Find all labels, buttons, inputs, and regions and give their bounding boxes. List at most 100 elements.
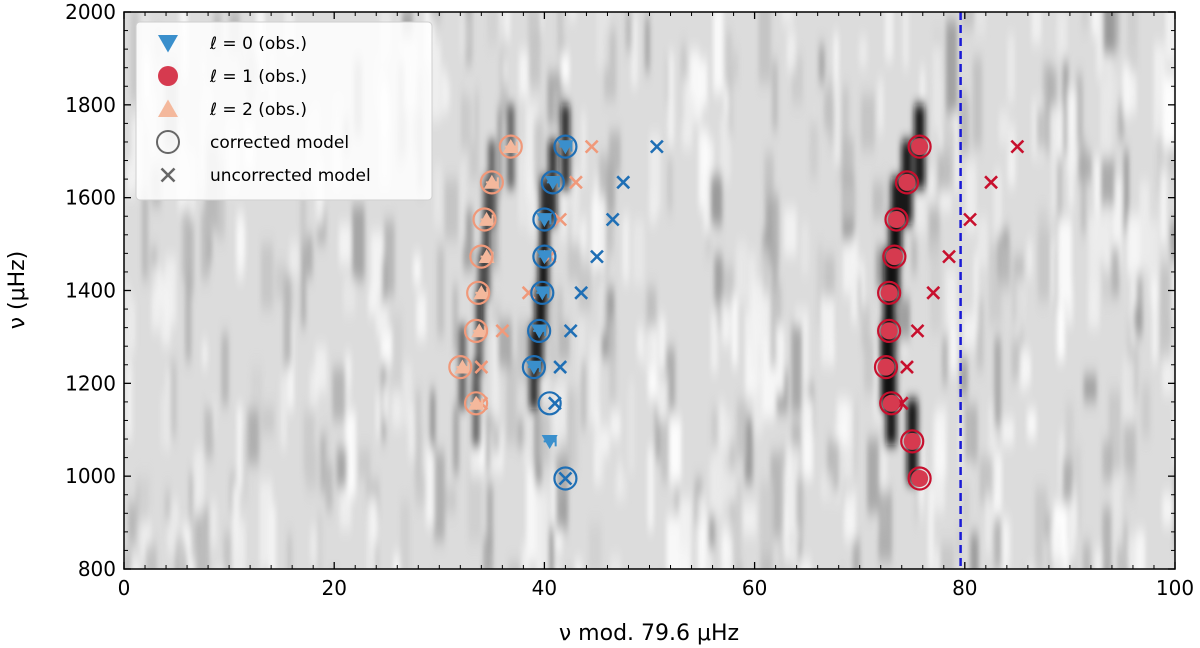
legend-label: uncorrected model <box>210 166 371 186</box>
obs-l2-marker <box>473 285 490 300</box>
corrected-model-marker <box>894 170 920 195</box>
uncorrected-model-marker <box>553 360 568 375</box>
uncorrected-model-marker <box>495 323 510 338</box>
y-tick-label: 1200 <box>65 371 116 395</box>
uncorrected-model-marker <box>649 139 664 154</box>
corrected-model-marker <box>537 391 562 416</box>
uncorrected-model-marker <box>926 285 941 300</box>
obs-l0-marker <box>536 213 553 228</box>
legend-triangle-up-icon <box>158 99 178 117</box>
corrected-model-marker <box>553 466 578 491</box>
obs-l1-marker <box>877 358 895 376</box>
x-tick-label: 100 <box>1156 576 1194 600</box>
uncorrected-model-marker <box>563 323 578 338</box>
obs-l1-marker <box>903 432 921 450</box>
uncorrected-model-marker <box>590 249 604 264</box>
corrected-model-marker <box>877 280 902 305</box>
corrected-model-marker <box>882 244 907 269</box>
obs-l0-marker <box>544 175 561 190</box>
uncorrected-model-marker <box>558 471 573 486</box>
uncorrected-model-marker <box>574 285 589 300</box>
corrected-model-marker <box>448 354 473 380</box>
obs-l2-marker <box>502 139 519 154</box>
obs-l0-marker <box>525 360 542 375</box>
corrected-model-marker <box>532 244 557 269</box>
corrected-model-marker <box>466 280 491 305</box>
obs-l2-marker <box>454 359 471 374</box>
obs-l0-marker <box>541 434 558 449</box>
uncorrected-model-marker <box>474 360 489 375</box>
obs-l2-marker <box>468 395 485 410</box>
obs-l0-marker <box>536 250 553 265</box>
legend-label: corrected model <box>210 133 349 153</box>
obs-l2-marker <box>478 249 495 264</box>
y-tick-label: 1800 <box>65 93 116 117</box>
obs-l1-marker <box>911 138 929 156</box>
corrected-model-marker <box>900 429 925 454</box>
uncorrected-model-marker <box>616 175 631 190</box>
uncorrected-model-marker <box>1010 139 1025 154</box>
legend-entry: uncorrected model <box>160 166 371 186</box>
corrected-model-marker <box>879 391 904 416</box>
y-axis-label: ν (μHz) <box>5 251 30 330</box>
uncorrected-model-marker <box>942 249 956 264</box>
uncorrected-model-marker <box>900 360 914 375</box>
corrected-model-marker <box>479 170 504 195</box>
corrected-model-marker <box>469 244 494 269</box>
corrected-model-marker <box>530 280 555 305</box>
series-l0 <box>521 134 664 491</box>
corrected-model-marker <box>463 318 489 343</box>
obs-l1-marker <box>911 469 929 487</box>
y-tick-label: 1400 <box>65 279 116 303</box>
legend: ℓ = 0 (obs.) ℓ = 1 (obs.) ℓ = 2 (obs.) corr… <box>135 21 433 201</box>
y-tick-label: 1600 <box>65 186 116 210</box>
axis-ticks: 0 20 40 60 80 100 800 1000 1200 1400 1600 1800 2000 <box>65 0 1194 600</box>
x-tick-label: 20 <box>321 576 346 600</box>
x-tick-label: 40 <box>532 576 557 600</box>
legend-x-icon <box>160 167 176 183</box>
obs-l1-marker <box>898 173 916 191</box>
legend-triangle-down-icon <box>158 35 178 53</box>
obs-l2-marker <box>471 323 488 338</box>
legend-entry: ℓ = 1 (obs.) <box>158 66 307 87</box>
corrected-model-marker <box>472 207 497 232</box>
legend-open-circle-icon <box>156 130 180 154</box>
uncorrected-model-marker <box>910 323 925 338</box>
obs-l1-marker <box>880 322 898 340</box>
legend-label: ℓ = 0 (obs.) <box>209 34 307 54</box>
y-tick-label: 1000 <box>65 464 116 488</box>
obs-l1-marker <box>885 248 903 266</box>
obs-l1-marker <box>880 284 898 302</box>
obs-l1-marker <box>882 394 900 412</box>
corrected-model-marker <box>884 207 909 232</box>
legend-circle-icon <box>158 66 178 86</box>
uncorrected-model-marker <box>605 212 620 227</box>
uncorrected-model-marker <box>584 139 599 154</box>
y-tick-label: 2000 <box>65 0 116 24</box>
uncorrected-model-marker <box>963 212 977 227</box>
series-l2 <box>448 134 599 416</box>
x-tick-label: 80 <box>952 576 977 600</box>
corrected-model-marker <box>873 354 899 380</box>
legend-entry: corrected model <box>156 130 349 154</box>
obs-l0-marker <box>534 286 551 301</box>
legend-label: ℓ = 2 (obs.) <box>209 100 307 120</box>
x-axis-label: ν mod. 79.6 μHz <box>559 621 739 646</box>
y-tick-label: 800 <box>78 557 116 581</box>
corrected-model-marker <box>907 466 932 491</box>
uncorrected-model-marker <box>553 212 568 227</box>
corrected-model-marker <box>498 134 523 159</box>
x-tick-label: 60 <box>742 576 767 600</box>
mode-markers <box>448 134 1025 491</box>
corrected-model-marker <box>527 318 552 343</box>
corrected-model-marker <box>521 354 546 380</box>
series-l1 <box>873 134 1025 491</box>
corrected-model-marker <box>553 134 578 159</box>
obs-l0-marker <box>531 324 548 339</box>
power-spectrum-background <box>124 12 1175 569</box>
corrected-model-marker <box>540 170 565 195</box>
legend-entry: ℓ = 0 (obs.) <box>158 34 307 54</box>
corrected-model-marker <box>532 207 557 232</box>
corrected-model-marker <box>877 318 902 343</box>
